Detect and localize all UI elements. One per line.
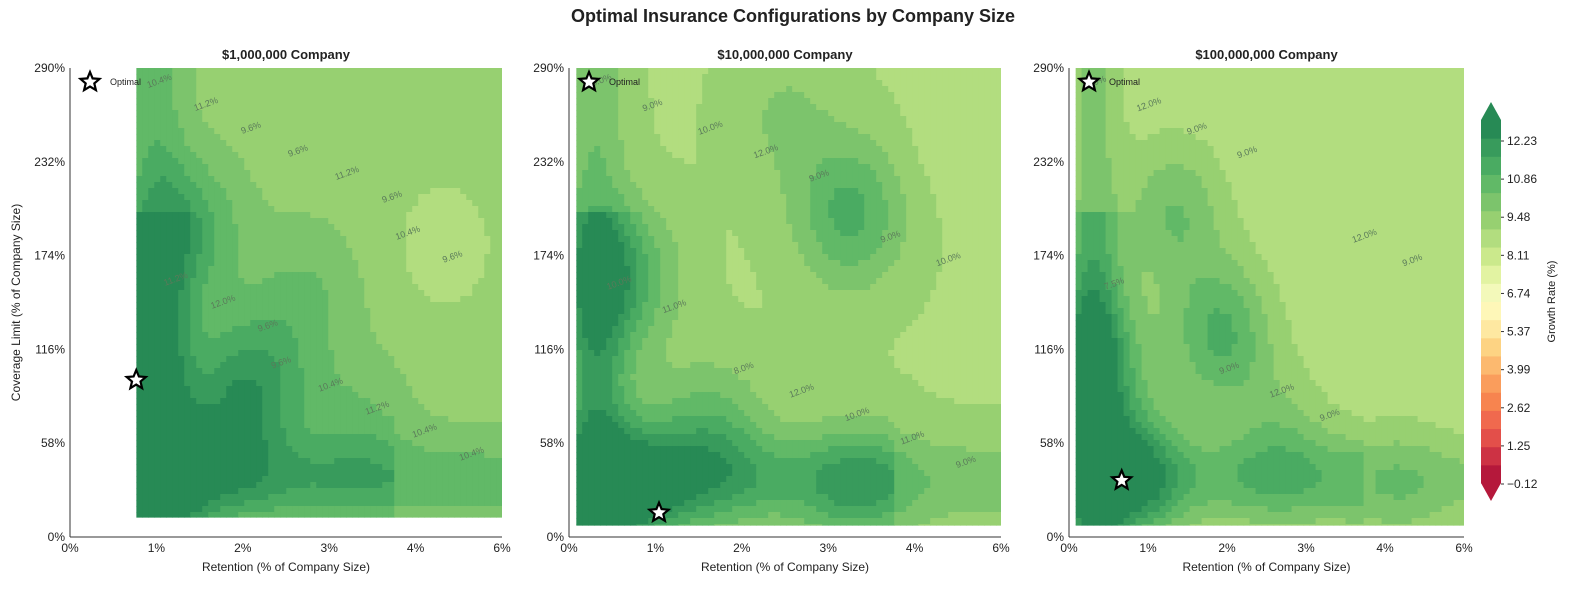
y-tick-label: 0% <box>48 530 66 544</box>
x-tick-label: 3% <box>1297 541 1315 555</box>
x-tick-label: 6% <box>1455 541 1473 555</box>
legend-label: Optimal <box>1109 77 1140 87</box>
optimal-star-marker <box>123 367 149 391</box>
colorbar-tick-label: 10.86 <box>1507 172 1537 186</box>
legend: Optimal <box>1076 69 1140 93</box>
y-tick-label: 58% <box>540 436 564 450</box>
colorbar-segment <box>1481 156 1501 175</box>
optimal-star-marker <box>1109 467 1134 491</box>
y-tick-label: 116% <box>1034 342 1064 356</box>
legend-label: Optimal <box>110 77 141 87</box>
colorbar-segment <box>1481 410 1501 430</box>
panel-2: 0% 1% 2% 3% 4% 6% 0% 58% 116% 174% 232% 290% $10,000… <box>533 47 1010 574</box>
y-tick-label: 116% <box>35 342 65 356</box>
x-tick-label: 1% <box>148 541 166 555</box>
x-tick-label: 0% <box>1060 541 1078 555</box>
legend-star-icon <box>576 69 602 93</box>
colorbar-tick-label: 9.48 <box>1507 210 1531 224</box>
colorbar-tick-label: 5.37 <box>1507 325 1531 339</box>
x-tick-label: 1% <box>1139 541 1157 555</box>
legend-star-icon <box>77 69 103 93</box>
y-axis-label: Coverage Limit (% of Company Size) <box>9 204 23 401</box>
legend: Optimal <box>77 69 141 93</box>
panel-3: 0% 1% 2% 3% 4% 6% 0% 58% 116% 174% 232% 290% $100,00… <box>1033 47 1473 574</box>
colorbar-segment <box>1481 120 1501 139</box>
y-tick-label: 232% <box>533 155 564 169</box>
y-tick-label: 174% <box>1033 249 1064 263</box>
legend: Optimal <box>576 69 640 93</box>
colorbar-tick-label: 6.74 <box>1507 286 1531 300</box>
y-tick-label: 232% <box>1033 155 1064 169</box>
colorbar-segment <box>1481 392 1501 411</box>
x-tick-label: 3% <box>321 541 339 555</box>
x-axis-label: Retention (% of Company Size) <box>202 560 370 574</box>
contour-field <box>136 68 503 518</box>
colorbar-segment <box>1481 138 1501 157</box>
x-tick-label: 4% <box>1376 541 1394 555</box>
x-axis-label: Retention (% of Company Size) <box>1182 560 1350 574</box>
contour-field <box>1075 68 1465 526</box>
y-tick-label: 290% <box>1033 61 1064 75</box>
colorbar-segment <box>1481 265 1501 284</box>
y-tick-label: 174% <box>533 249 564 263</box>
x-tick-label: 2% <box>733 541 751 555</box>
contour-field <box>576 68 1001 526</box>
colorbar-segment <box>1481 464 1501 484</box>
panel-1: 0% 1% 2% 3% 4% 6% 0% 58% 116% 174% 232% 290% $1,000,… <box>9 47 511 574</box>
colorbar-segment <box>1481 228 1501 248</box>
colorbar-label: Growth Rate (%) <box>1546 261 1558 343</box>
y-tick-label: 0% <box>547 530 565 544</box>
x-tick-label: 6% <box>992 541 1010 555</box>
colorbar-segment <box>1481 283 1501 302</box>
x-tick-label: 2% <box>234 541 252 555</box>
legend-label: Optimal <box>609 77 640 87</box>
colorbar-extend-min <box>1481 483 1501 501</box>
x-tick-label: 4% <box>407 541 425 555</box>
x-tick-label: 1% <box>647 541 665 555</box>
colorbar-segment <box>1481 374 1501 393</box>
colorbar-segment <box>1481 355 1501 375</box>
legend-star-icon <box>1076 69 1102 93</box>
panel-title: $100,000,000 Company <box>1195 47 1338 62</box>
panel-title: $10,000,000 Company <box>717 47 853 62</box>
colorbar-segment <box>1481 192 1501 212</box>
y-tick-label: 290% <box>34 61 65 75</box>
colorbar-segment <box>1481 337 1501 357</box>
colorbar-tick-label: 12.23 <box>1507 134 1537 148</box>
colorbar-tick-label: −0.12 <box>1507 477 1538 491</box>
x-tick-label: 0% <box>61 541 79 555</box>
colorbar-segment <box>1481 446 1501 466</box>
x-tick-label: 3% <box>820 541 838 555</box>
y-tick-label: 58% <box>41 436 65 450</box>
colorbar-segment <box>1481 174 1501 194</box>
y-tick-label: 174% <box>34 249 65 263</box>
colorbar-tick-label: 2.62 <box>1507 401 1531 415</box>
y-tick-label: 290% <box>533 61 564 75</box>
y-tick-label: 232% <box>34 155 65 169</box>
colorbar-tick-label: 8.11 <box>1507 248 1530 262</box>
figure-title: Optimal Insurance Configurations by Comp… <box>570 6 1016 26</box>
colorbar-tick-label: 3.99 <box>1507 363 1531 377</box>
y-tick-label: 116% <box>534 342 564 356</box>
optimal-star-marker <box>646 499 672 524</box>
colorbar-extend-max <box>1481 102 1501 120</box>
colorbar-segment <box>1481 301 1501 321</box>
x-tick-label: 4% <box>906 541 924 555</box>
panel-title: $1,000,000 Company <box>222 47 351 62</box>
colorbar: 12.23 10.86 9.48 8.11 6.74 5.37 3.99 2.62 1.25 −0… <box>1481 102 1558 501</box>
x-tick-label: 0% <box>560 541 578 555</box>
colorbar-segment <box>1481 319 1501 339</box>
colorbar-tick-label: 1.25 <box>1507 439 1531 453</box>
colorbar-segment <box>1481 247 1501 266</box>
x-tick-label: 6% <box>493 541 511 555</box>
x-axis-label: Retention (% of Company Size) <box>701 560 869 574</box>
colorbar-segment <box>1481 428 1501 448</box>
y-tick-label: 58% <box>1040 436 1064 450</box>
colorbar-segment <box>1481 210 1501 230</box>
y-tick-label: 0% <box>1047 530 1065 544</box>
x-tick-label: 2% <box>1218 541 1236 555</box>
